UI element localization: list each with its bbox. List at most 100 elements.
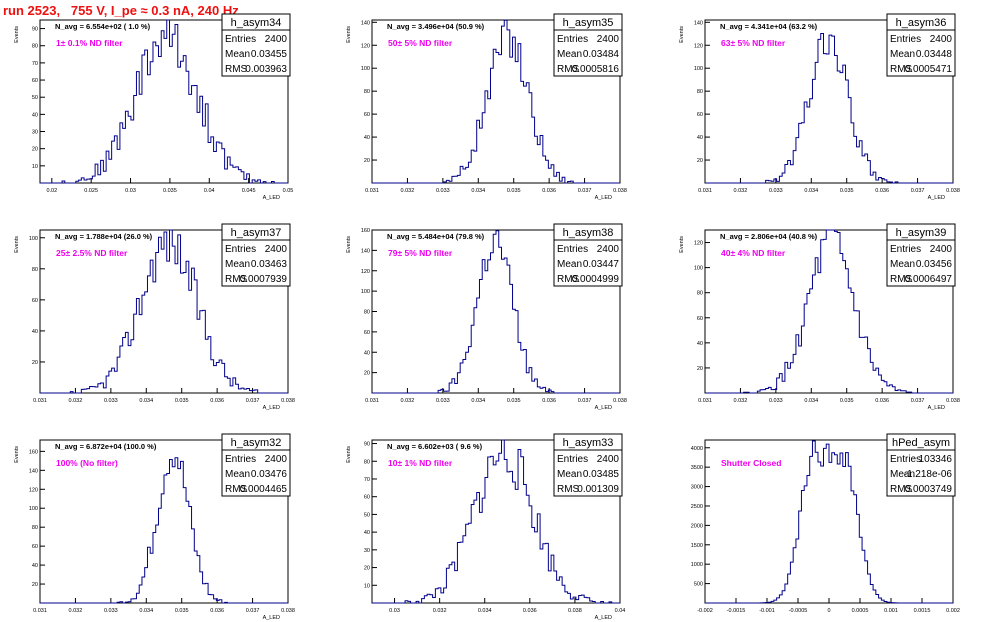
y-tick-label: 60 (364, 495, 370, 501)
stats-value: 0.0004465 (240, 484, 288, 495)
x-tick-label: 0.037 (246, 608, 260, 614)
stats-value: 0.03448 (916, 49, 953, 60)
y-axis-label: Events (14, 236, 20, 253)
x-tick-label: 0.035 (840, 188, 854, 194)
histogram-name: h_asym39 (896, 227, 947, 239)
stats-box (886, 449, 956, 497)
y-tick-label: 120 (694, 241, 703, 247)
y-tick-label: 40 (32, 329, 38, 335)
x-tick-label: 0.0015 (914, 608, 931, 614)
x-tick-label: 0.032 (734, 398, 748, 404)
y-tick-label: 70 (32, 61, 38, 67)
x-tick-label: 0.038 (613, 398, 627, 404)
stats-label: Mean (225, 49, 250, 60)
x-tick-label: 0.032 (734, 188, 748, 194)
x-tick-label: 0.002 (946, 608, 960, 614)
y-tick-label: 80 (697, 291, 703, 297)
y-tick-label: 50 (364, 512, 370, 518)
stats-value: 0.0005471 (905, 64, 953, 75)
x-tick-label: 0.036 (210, 608, 224, 614)
plot-frame (39, 19, 289, 184)
y-tick-label: 1000 (691, 562, 703, 568)
x-tick-label: 0.04 (204, 188, 215, 194)
filter-label: 10± 1% ND filter (388, 458, 453, 468)
y-tick-label: 20 (697, 158, 703, 164)
y-tick-label: 20 (32, 360, 38, 366)
y-tick-label: 60 (364, 112, 370, 118)
stats-value: 0.0005816 (572, 64, 620, 75)
y-tick-label: 2000 (691, 523, 703, 529)
y-tick-label: 40 (697, 341, 703, 347)
y-tick-label: 120 (29, 487, 38, 493)
stats-label: Entries (225, 34, 256, 45)
y-tick-label: 30 (32, 130, 38, 136)
y-tick-label: 140 (361, 20, 370, 26)
x-tick-label: 0.034 (478, 608, 492, 614)
y-tick-label: 80 (364, 310, 370, 316)
stats-box (221, 449, 291, 497)
y-tick-label: 80 (32, 267, 38, 273)
x-tick-label: 0.02 (46, 188, 57, 194)
stats-label: Entries (890, 454, 921, 465)
y-tick-label: 120 (694, 43, 703, 49)
stats-box (553, 239, 623, 287)
x-tick-label: -0.0015 (727, 608, 746, 614)
histogram-line (372, 19, 620, 184)
x-axis-label: A_LED (928, 405, 945, 411)
y-tick-label: 160 (29, 449, 38, 455)
filter-label: 79± 5% ND filter (388, 248, 453, 258)
x-tick-label: 0.038 (281, 398, 295, 404)
histogram-name: h_asym33 (563, 437, 614, 449)
y-tick-label: 100 (29, 506, 38, 512)
y-tick-label: 500 (694, 582, 703, 588)
x-tick-label: 0.034 (804, 188, 818, 194)
x-tick-label: 0.032 (401, 188, 415, 194)
y-tick-label: 40 (364, 530, 370, 536)
x-axis-label: A_LED (263, 405, 280, 411)
y-tick-label: 120 (361, 269, 370, 275)
x-tick-label: 0.031 (698, 188, 712, 194)
stats-box (221, 29, 291, 77)
stats-label: Entries (557, 454, 588, 465)
y-tick-label: 40 (364, 350, 370, 356)
x-tick-label: 0.033 (436, 398, 450, 404)
y-tick-label: 40 (32, 112, 38, 118)
histogram-line (705, 440, 953, 604)
y-tick-label: 70 (364, 477, 370, 483)
stats-label: Mean (890, 469, 915, 480)
stats-label: Entries (557, 34, 588, 45)
y-tick-label: 60 (364, 330, 370, 336)
filter-label: 1± 0.1% ND filter (56, 38, 123, 48)
x-tick-label: 0.036 (210, 398, 224, 404)
y-tick-label: 20 (32, 147, 38, 153)
x-tick-label: 0.038 (613, 188, 627, 194)
x-tick-label: 0.035 (840, 398, 854, 404)
y-axis-label: Events (346, 446, 352, 463)
plot-frame (704, 19, 954, 184)
stats-value: 2400 (930, 244, 953, 255)
filter-label: 40± 4% ND filter (721, 248, 786, 258)
x-tick-label: 0.033 (104, 398, 118, 404)
stats-value: 2400 (265, 244, 288, 255)
histogram-panel-h_asym34: 0.02 0.025 0.03 0.035 0.04 0.045 0.05 10 20 30 40 5… (14, 13, 293, 201)
stats-label: RMS (890, 484, 913, 495)
histogram-panel-h_asym32: 0.031 0.032 0.033 0.034 0.035 0.036 0.037 0.038… (14, 433, 295, 621)
y-tick-label: 20 (364, 158, 370, 164)
x-tick-label: 0.045 (242, 188, 256, 194)
y-tick-label: 80 (32, 44, 38, 50)
x-tick-label: -0.002 (697, 608, 713, 614)
x-tick-label: 0.03 (389, 608, 400, 614)
y-tick-label: 60 (32, 298, 38, 304)
y-tick-label: 120 (361, 43, 370, 49)
n-avg-label: N_avg = 2.806e+04 (40.8 %) (720, 232, 818, 241)
stats-label: Entries (225, 454, 256, 465)
x-tick-label: 0.034 (139, 608, 153, 614)
x-tick-label: 0.038 (568, 608, 582, 614)
histogram-line (40, 19, 288, 184)
stats-label: Mean (890, 49, 915, 60)
x-tick-label: 0.034 (804, 398, 818, 404)
filter-label: 50± 5% ND filter (388, 38, 453, 48)
n-avg-label: N_avg = 6.554e+02 ( 1.0 %) (55, 22, 151, 31)
n-avg-label: N_avg = 4.341e+04 (63.2 %) (720, 22, 818, 31)
x-tick-label: 0.036 (875, 398, 889, 404)
